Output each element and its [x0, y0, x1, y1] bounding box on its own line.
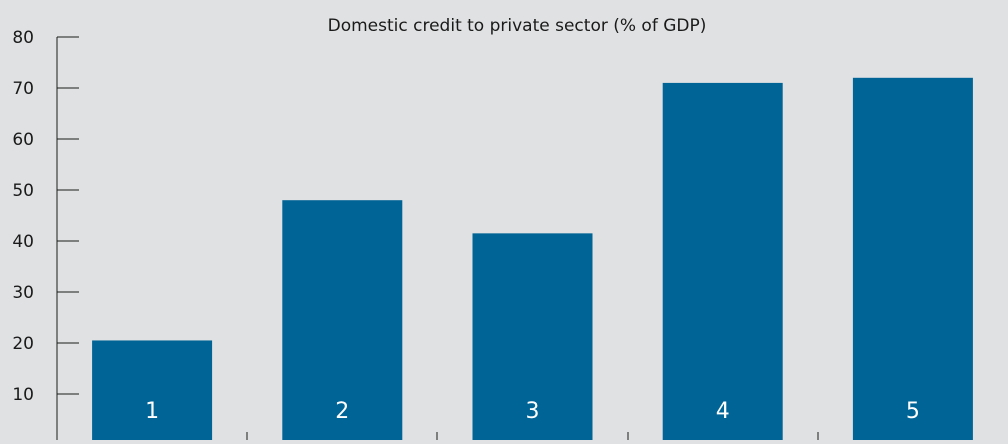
y-tick-label: 80 — [12, 28, 34, 48]
y-tick-label: 20 — [12, 334, 34, 354]
bar — [472, 233, 593, 442]
bar — [852, 77, 973, 443]
bar-category-label: 1 — [145, 399, 159, 424]
bars: 1 2 3 4 5 — [92, 77, 973, 443]
y-tick-label: 60 — [12, 130, 34, 150]
bar-category-label: 3 — [526, 399, 540, 424]
y-tick-label: 50 — [12, 181, 34, 201]
bar — [92, 340, 213, 442]
bar-category-label: 5 — [906, 399, 920, 424]
bar — [662, 82, 783, 443]
y-axis: 10 20 30 40 50 60 70 80 — [12, 28, 79, 440]
chart-title: Domestic credit to private sector (% of … — [328, 16, 707, 36]
bar-category-label: 2 — [335, 399, 349, 424]
y-tick-label: 40 — [12, 232, 34, 252]
bar — [282, 200, 403, 442]
y-tick-label: 70 — [12, 79, 34, 99]
bar-category-label: 4 — [716, 399, 730, 424]
x-axis — [246, 432, 819, 440]
y-tick-label: 30 — [12, 283, 34, 303]
y-tick-label: 10 — [12, 385, 34, 405]
